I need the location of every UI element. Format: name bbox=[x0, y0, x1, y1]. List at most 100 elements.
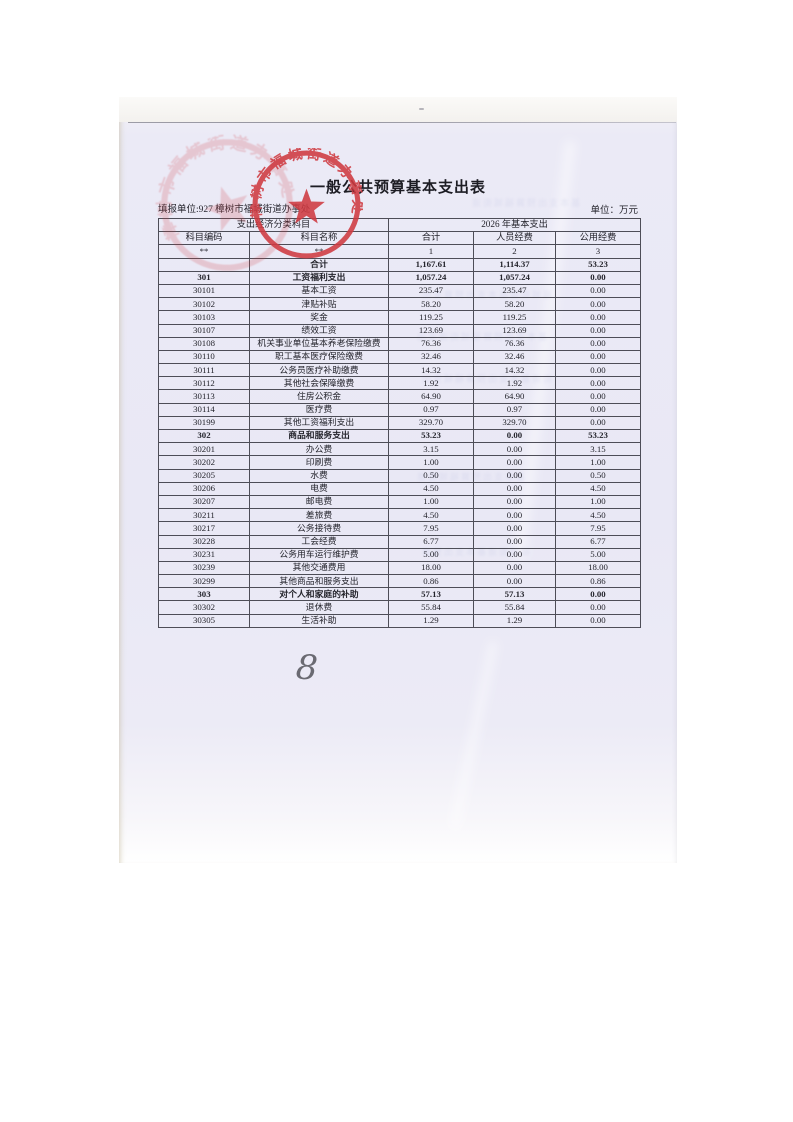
cell-total: 1.00 bbox=[388, 455, 474, 470]
cell-personnel: 119.25 bbox=[473, 310, 556, 325]
cell-name: 水费 bbox=[249, 468, 389, 483]
table-row: 30228 工会经费 6.77 0.00 6.77 bbox=[158, 534, 641, 549]
table-row: 合计 1,167.61 1,114.37 53.23 bbox=[158, 257, 641, 272]
cell-total: 3.15 bbox=[388, 442, 474, 457]
cell-name: 邮电费 bbox=[249, 494, 389, 510]
code-row-cell: 2 bbox=[473, 244, 556, 259]
cell-name: 绩效工资 bbox=[249, 323, 389, 338]
cell-public: 0.00 bbox=[555, 283, 641, 299]
cell-public: 0.00 bbox=[555, 336, 641, 351]
cell-total: 1,057.24 bbox=[388, 270, 474, 285]
cell-total: 58.20 bbox=[388, 297, 474, 312]
table-body: 支出经济分类科目 2026 年基本支出 科目编码 科目名称 合计 人员经费 公用… bbox=[158, 217, 641, 629]
table-row: 30103 奖金 119.25 119.25 0.00 bbox=[158, 310, 641, 325]
cell-public: 0.00 bbox=[555, 363, 641, 378]
group-header-right: 2026 年基本支出 bbox=[388, 217, 641, 233]
cell-name: 住房公积金 bbox=[249, 389, 389, 404]
table-row: 30107 绩效工资 123.69 123.69 0.00 bbox=[158, 323, 641, 338]
cell-public: 4.50 bbox=[555, 508, 641, 523]
cell-name: 其他交通费用 bbox=[249, 560, 389, 576]
cell-personnel: 329.70 bbox=[473, 415, 556, 431]
table-row: 30112 其他社会保障缴费 1.92 1.92 0.00 bbox=[158, 376, 641, 391]
scan-speck bbox=[419, 108, 424, 110]
table-row: 30111 公务员医疗补助缴费 14.32 14.32 0.00 bbox=[158, 363, 641, 378]
cell-total: 64.90 bbox=[388, 389, 474, 404]
cell-total: 76.36 bbox=[388, 336, 474, 351]
cell-personnel: 0.00 bbox=[473, 547, 556, 562]
cell-personnel: 0.00 bbox=[473, 574, 556, 589]
table-row: 30206 电费 4.50 0.00 4.50 bbox=[158, 481, 641, 496]
cell-code: 30302 bbox=[158, 600, 250, 615]
cell-name: 其他商品和服务支出 bbox=[249, 574, 389, 589]
cell-personnel: 1.29 bbox=[473, 613, 556, 629]
cell-code: 30107 bbox=[158, 323, 250, 338]
cell-public: 3.15 bbox=[555, 442, 641, 457]
cell-personnel: 58.20 bbox=[473, 297, 556, 312]
cell-public: 53.23 bbox=[555, 257, 641, 272]
cell-personnel: 0.00 bbox=[473, 428, 556, 444]
cell-public: 1.00 bbox=[555, 494, 641, 510]
sheet-top-edge bbox=[119, 97, 677, 122]
cell-public: 0.00 bbox=[555, 402, 641, 417]
cell-total: 0.86 bbox=[388, 574, 474, 589]
cell-personnel: 64.90 bbox=[473, 389, 556, 404]
budget-table: 支出经济分类科目 2026 年基本支出 科目编码 科目名称 合计 人员经费 公用… bbox=[158, 217, 641, 629]
column-header-personnel: 人员经费 bbox=[473, 231, 556, 246]
cell-personnel: 14.32 bbox=[473, 363, 556, 378]
cell-name: 商品和服务支出 bbox=[249, 428, 389, 444]
cell-personnel: 0.00 bbox=[473, 521, 556, 536]
fold-line bbox=[128, 122, 676, 123]
cell-total: 57.13 bbox=[388, 587, 474, 602]
cell-name: 奖金 bbox=[249, 310, 389, 325]
cell-personnel: 0.00 bbox=[473, 468, 556, 483]
cell-total: 1.29 bbox=[388, 613, 474, 629]
table-row: 30211 差旅费 4.50 0.00 4.50 bbox=[158, 508, 641, 523]
cell-total: 14.32 bbox=[388, 363, 474, 378]
cell-code: 30101 bbox=[158, 283, 250, 299]
cell-personnel: 0.00 bbox=[473, 455, 556, 470]
cell-code: 30239 bbox=[158, 560, 250, 576]
cell-public: 6.77 bbox=[555, 534, 641, 549]
cell-total: 4.50 bbox=[388, 508, 474, 523]
table-row: 30231 公务用车运行维护费 5.00 0.00 5.00 bbox=[158, 547, 641, 562]
cell-public: 0.00 bbox=[555, 389, 641, 404]
cell-total: 6.77 bbox=[388, 534, 474, 549]
table-row: 30202 印刷费 1.00 0.00 1.00 bbox=[158, 455, 641, 470]
cell-code: 30202 bbox=[158, 455, 250, 470]
table-row: 30205 水费 0.50 0.00 0.50 bbox=[158, 468, 641, 483]
table-row: 30110 职工基本医疗保险缴费 32.46 32.46 0.00 bbox=[158, 349, 641, 365]
table-row: 302 商品和服务支出 53.23 0.00 53.23 bbox=[158, 428, 641, 444]
cell-total: 18.00 bbox=[388, 560, 474, 576]
cell-code: 30228 bbox=[158, 534, 250, 549]
cell-code: 30111 bbox=[158, 363, 250, 378]
table-row: 30207 邮电费 1.00 0.00 1.00 bbox=[158, 494, 641, 510]
table-row: 30101 基本工资 235.47 235.47 0.00 bbox=[158, 283, 641, 299]
cell-personnel: 32.46 bbox=[473, 349, 556, 365]
cell-code: 30199 bbox=[158, 415, 250, 431]
table-row: 30108 机关事业单位基本养老保险缴费 76.36 76.36 0.00 bbox=[158, 336, 641, 351]
cell-total: 53.23 bbox=[388, 428, 474, 444]
cell-personnel: 0.00 bbox=[473, 442, 556, 457]
cell-code: 30217 bbox=[158, 521, 250, 536]
cell-public: 0.00 bbox=[555, 613, 641, 629]
cell-personnel: 0.00 bbox=[473, 481, 556, 496]
table-row: 301 工资福利支出 1,057.24 1,057.24 0.00 bbox=[158, 270, 641, 285]
cell-personnel: 1,057.24 bbox=[473, 270, 556, 285]
cell-public: 53.23 bbox=[555, 428, 641, 444]
cell-public: 0.00 bbox=[555, 270, 641, 285]
cell-name: 其他社会保障缴费 bbox=[249, 376, 389, 391]
cell-name: 办公费 bbox=[249, 442, 389, 457]
cell-code: 30113 bbox=[158, 389, 250, 404]
cell-total: 4.50 bbox=[388, 481, 474, 496]
cell-total: 7.95 bbox=[388, 521, 474, 536]
cell-code: 30205 bbox=[158, 468, 250, 483]
code-row-cell: 1 bbox=[388, 244, 474, 259]
cell-code: 30112 bbox=[158, 376, 250, 391]
cell-personnel: 0.00 bbox=[473, 534, 556, 549]
cell-name: 公务接待费 bbox=[249, 521, 389, 536]
cell-code: 303 bbox=[158, 587, 250, 602]
cell-public: 7.95 bbox=[555, 521, 641, 536]
code-row-cell: 3 bbox=[555, 244, 641, 259]
cell-total: 123.69 bbox=[388, 323, 474, 338]
cell-public: 1.00 bbox=[555, 455, 641, 470]
